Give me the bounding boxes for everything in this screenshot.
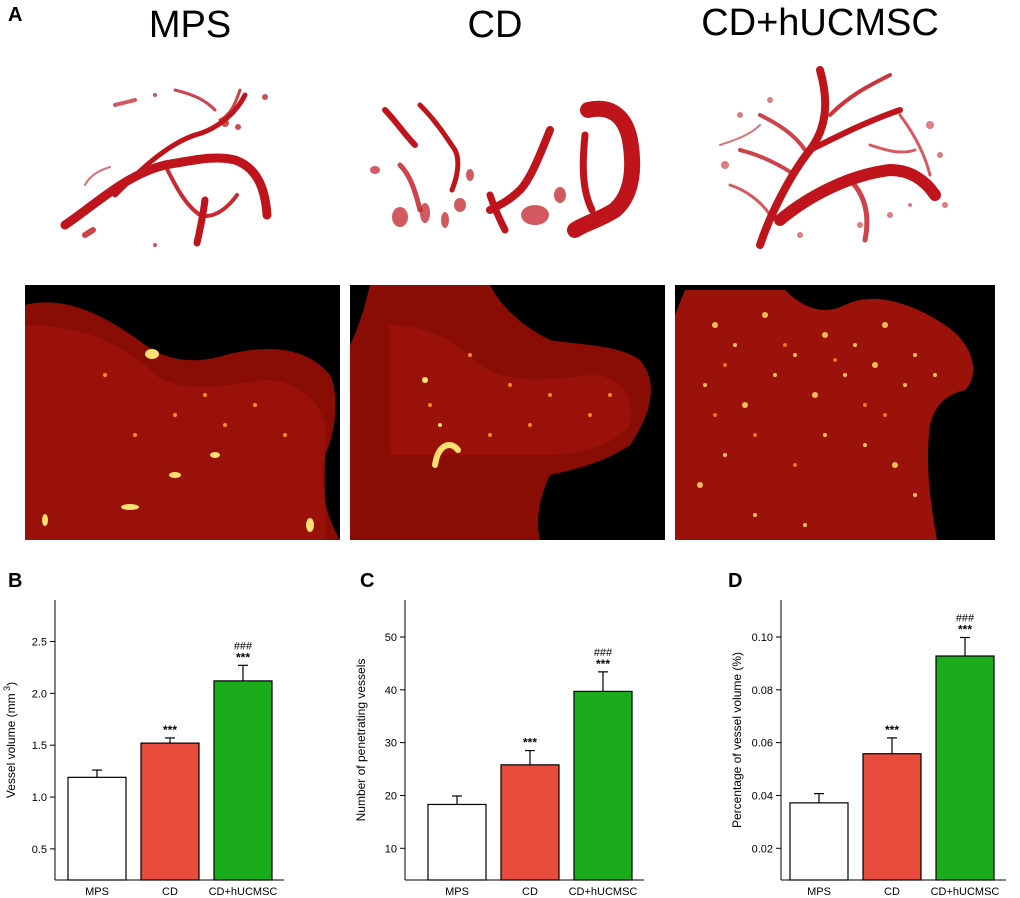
panel-letter-c: C [360, 570, 375, 592]
y-tick-label: 20 [385, 790, 397, 802]
y-tick-label: 2.5 [32, 636, 47, 648]
bar-chart-vessel-percentage: 0.02 0.04 0.06 0.08 0.10 Percentage of vessel… [730, 600, 1006, 898]
y-tick-label: 1.0 [32, 792, 47, 804]
section-image-cd-hucmsc [675, 285, 995, 540]
y-tick-label: 0.5 [32, 844, 47, 856]
significance-label-2: ### [956, 613, 975, 625]
bar [67, 776, 127, 881]
section-image-mps [25, 285, 340, 540]
panel-letter-a: A [8, 4, 23, 26]
significance-label: *** [958, 623, 972, 637]
y-tick-label: 40 [385, 685, 397, 697]
bar [573, 690, 633, 881]
significance-label: *** [596, 657, 610, 671]
bar-chart-vessel-volume: 0.5 1.0 1.5 2.0 2.5 Vessel volume (mm 3) MPS **… [2, 600, 284, 898]
y-axis-label: Number of penetrating vessels [355, 659, 368, 822]
bar [500, 764, 560, 881]
y-tick-label: 10 [385, 843, 397, 855]
panel-letter-d: D [728, 570, 743, 592]
y-tick-label: 0.08 [752, 685, 773, 697]
significance-label-2: ### [594, 647, 613, 659]
group-title-cd: CD [467, 4, 523, 46]
x-tick-label: MPS [807, 886, 831, 898]
group-title-mps: MPS [148, 4, 232, 46]
bar [140, 742, 200, 881]
section-image-cd [350, 285, 665, 540]
significance-label: *** [523, 736, 537, 750]
x-tick-label: CD+hUCMSC [209, 886, 278, 898]
significance-label-2: ### [234, 640, 253, 652]
bar [789, 802, 849, 881]
y-axis-label: Percentage of vessel volume (%) [730, 652, 744, 828]
x-tick-label: CD+hUCMSC [569, 886, 638, 898]
group-title-cd-hucmsc: CD+hUCMSC [701, 2, 939, 44]
bar [427, 803, 487, 881]
bar-chart-penetrating-vessels: 10 20 30 40 50 Number of penetrating vessels M… [355, 600, 644, 898]
y-tick-label: 0.04 [752, 790, 773, 802]
bar [935, 655, 995, 881]
x-tick-label: MPS [85, 886, 109, 898]
y-tick-label: 30 [385, 738, 397, 750]
vessel-render-mps [60, 88, 272, 247]
x-tick-label: CD [162, 886, 178, 898]
y-tick-label: 1.5 [32, 740, 47, 752]
x-tick-label: CD [884, 886, 900, 898]
y-axis-label: Vessel volume (mm 3) [2, 682, 18, 798]
significance-label: *** [885, 723, 899, 737]
panel-letter-b: B [8, 570, 23, 592]
bar [862, 753, 922, 881]
x-tick-label: MPS [445, 886, 469, 898]
significance-label: *** [236, 650, 250, 664]
y-tick-label: 0.06 [752, 738, 773, 750]
x-tick-label: CD [522, 886, 538, 898]
vessel-render-cd [370, 100, 641, 238]
x-tick-label: CD+hUCMSC [931, 886, 1000, 898]
significance-label: *** [163, 723, 177, 737]
y-tick-label: 2.0 [32, 688, 47, 700]
bar [213, 680, 273, 881]
y-tick-label: 0.02 [752, 843, 773, 855]
y-tick-label: 50 [385, 632, 397, 644]
vessel-render-cd-hucmsc [719, 66, 948, 249]
y-tick-label: 0.10 [752, 632, 773, 644]
